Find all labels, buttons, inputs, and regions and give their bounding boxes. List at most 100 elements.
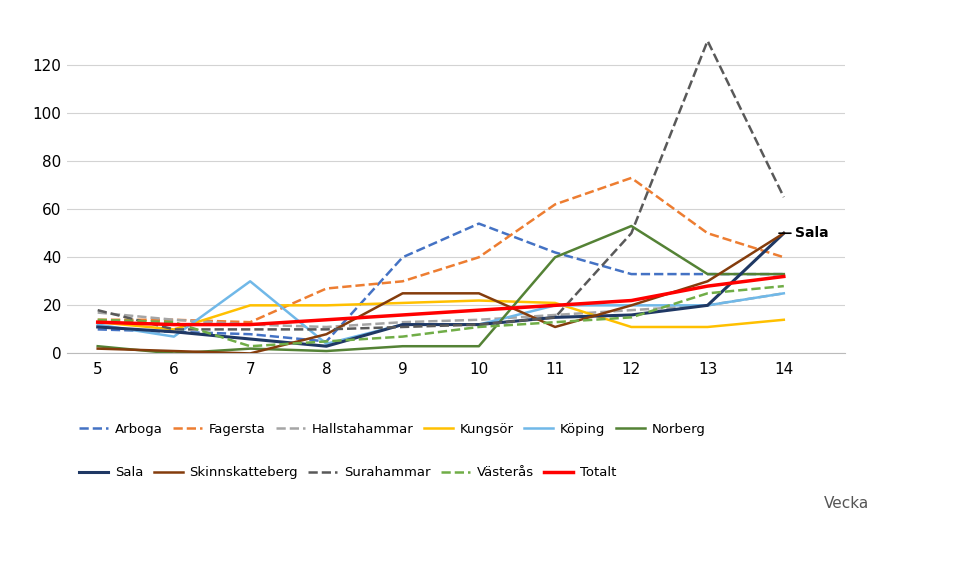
Fagersta: [473, 254, 485, 261]
Totalt: [396, 311, 408, 318]
Fagersta: [626, 174, 637, 181]
Fagersta: [245, 319, 256, 325]
Norberg: [473, 343, 485, 350]
Kungsör: [549, 300, 561, 306]
Västerås: [396, 333, 408, 340]
Totalt: [473, 307, 485, 314]
Hallstahammar: [396, 319, 408, 325]
Köping: [626, 302, 637, 309]
Sala: [168, 328, 180, 335]
Totalt: [549, 302, 561, 309]
Skinnskatteberg: [702, 278, 713, 284]
Skinnskatteberg: [549, 324, 561, 330]
Arboga: [245, 331, 256, 338]
Surahammar: [245, 326, 256, 333]
Hallstahammar: [626, 307, 637, 314]
Fagersta: [549, 201, 561, 208]
Fagersta: [702, 230, 713, 237]
Fagersta: [92, 316, 104, 323]
Surahammar: [549, 314, 561, 321]
Skinnskatteberg: [245, 350, 256, 357]
Köping: [778, 290, 789, 297]
Surahammar: [321, 326, 332, 333]
Fagersta: [168, 316, 180, 323]
Västerås: [549, 319, 561, 325]
Line: Arboga: Arboga: [98, 224, 783, 342]
Hallstahammar: [778, 290, 789, 297]
Norberg: [626, 223, 637, 229]
Totalt: [245, 321, 256, 328]
Arboga: [321, 338, 332, 345]
Skinnskatteberg: [92, 345, 104, 352]
Sala: [396, 321, 408, 328]
Sala: [626, 311, 637, 318]
Sala: [92, 324, 104, 330]
Kungsör: [473, 297, 485, 304]
Sala: [549, 314, 561, 321]
Hallstahammar: [245, 321, 256, 328]
Line: Västerås: Västerås: [98, 286, 783, 346]
Skinnskatteberg: [168, 348, 180, 355]
Text: Sala: Sala: [795, 226, 828, 240]
Kungsör: [702, 324, 713, 330]
Köping: [321, 341, 332, 347]
Line: Kungsör: Kungsör: [98, 301, 783, 329]
Skinnskatteberg: [473, 290, 485, 297]
Arboga: [626, 271, 637, 278]
Surahammar: [473, 321, 485, 328]
Legend: Sala, Skinnskatteberg, Surahammar, Västerås, Totalt: Sala, Skinnskatteberg, Surahammar, Väste…: [74, 461, 622, 485]
Hallstahammar: [321, 324, 332, 330]
Köping: [702, 302, 713, 309]
Surahammar: [702, 38, 713, 44]
Västerås: [626, 314, 637, 321]
Hallstahammar: [473, 316, 485, 323]
Totalt: [168, 321, 180, 328]
Hallstahammar: [702, 302, 713, 309]
Hallstahammar: [92, 309, 104, 316]
Västerås: [778, 283, 789, 289]
Fagersta: [778, 254, 789, 261]
Arboga: [702, 271, 713, 278]
Hallstahammar: [549, 311, 561, 318]
Line: Hallstahammar: Hallstahammar: [98, 293, 783, 327]
Sala: [702, 302, 713, 309]
Norberg: [92, 343, 104, 350]
Kungsör: [92, 319, 104, 325]
Arboga: [168, 328, 180, 335]
Sala: [778, 230, 789, 237]
Sala: [245, 335, 256, 342]
Västerås: [321, 338, 332, 345]
Surahammar: [168, 326, 180, 333]
Köping: [473, 321, 485, 328]
Köping: [549, 302, 561, 309]
Surahammar: [778, 194, 789, 200]
Norberg: [321, 348, 332, 355]
Norberg: [702, 271, 713, 278]
Line: Skinnskatteberg: Skinnskatteberg: [98, 233, 783, 353]
Västerås: [245, 343, 256, 350]
Köping: [92, 321, 104, 328]
Norberg: [245, 345, 256, 352]
Fagersta: [321, 285, 332, 292]
Kungsör: [245, 302, 256, 309]
Surahammar: [396, 324, 408, 330]
Surahammar: [92, 307, 104, 314]
Line: Norberg: Norberg: [98, 226, 783, 353]
Köping: [245, 278, 256, 284]
Norberg: [396, 343, 408, 350]
Skinnskatteberg: [396, 290, 408, 297]
Surahammar: [626, 230, 637, 237]
Västerås: [702, 290, 713, 297]
Totalt: [626, 297, 637, 304]
Totalt: [778, 273, 789, 280]
Hallstahammar: [168, 316, 180, 323]
Arboga: [92, 326, 104, 333]
Arboga: [549, 249, 561, 256]
Skinnskatteberg: [321, 331, 332, 338]
Arboga: [778, 271, 789, 278]
Kungsör: [168, 326, 180, 333]
Arboga: [473, 220, 485, 227]
Sala: [473, 321, 485, 328]
Totalt: [702, 283, 713, 289]
Kungsör: [626, 324, 637, 330]
